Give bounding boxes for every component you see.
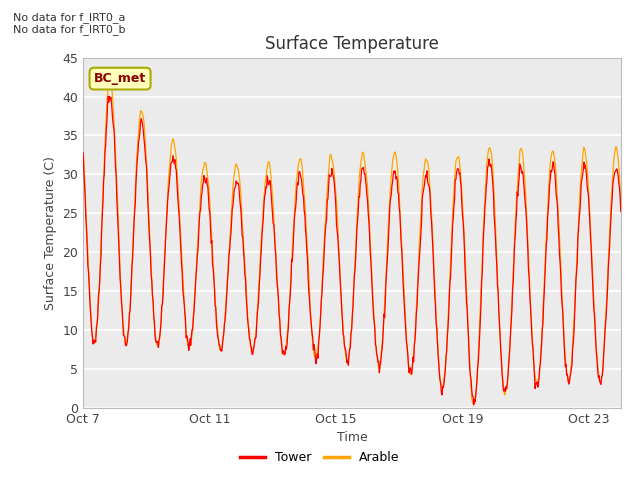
Text: No data for f_IRT0_b: No data for f_IRT0_b (13, 24, 125, 35)
Title: Surface Temperature: Surface Temperature (265, 35, 439, 53)
Text: BC_met: BC_met (94, 72, 146, 85)
Legend: Tower, Arable: Tower, Arable (236, 446, 404, 469)
Y-axis label: Surface Temperature (C): Surface Temperature (C) (44, 156, 57, 310)
Text: No data for f_IRT0_a: No data for f_IRT0_a (13, 12, 125, 23)
X-axis label: Time: Time (337, 432, 367, 444)
